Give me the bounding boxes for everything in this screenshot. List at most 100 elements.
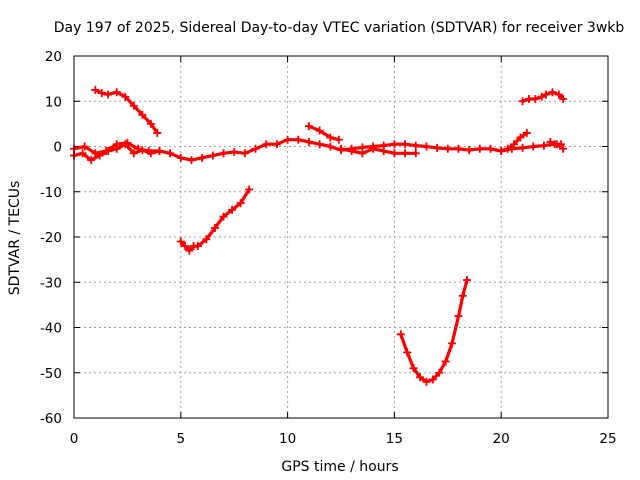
x-axis-label: GPS time / hours [281, 459, 398, 475]
data-point [369, 144, 378, 153]
y-tick-label: -50 [40, 366, 62, 382]
data-point [181, 242, 190, 251]
data-point [486, 144, 495, 153]
data-series [70, 85, 568, 386]
data-point [166, 149, 175, 158]
series-line [72, 138, 563, 162]
data-point [304, 122, 313, 131]
data-point [416, 373, 425, 382]
data-point [409, 364, 418, 373]
data-point [155, 147, 164, 156]
data-point [463, 275, 472, 284]
data-point [146, 149, 155, 158]
data-point [403, 348, 412, 357]
data-point [202, 235, 211, 244]
data-point [153, 128, 162, 137]
y-tick-label: -60 [40, 411, 62, 427]
data-point [304, 137, 313, 146]
data-point [546, 137, 555, 146]
data-point [80, 142, 89, 151]
data-point [326, 142, 335, 151]
series-arc-8 [497, 128, 531, 156]
data-point [559, 94, 568, 103]
series-arc-10 [546, 137, 568, 153]
data-point [326, 133, 335, 142]
data-point [411, 149, 420, 158]
y-tick-label: -10 [40, 185, 62, 201]
data-point [411, 141, 420, 150]
data-point [435, 368, 444, 377]
data-point [138, 110, 147, 119]
y-tick-label: -30 [40, 275, 62, 291]
data-point [390, 140, 399, 149]
data-point [104, 90, 113, 99]
data-point [251, 144, 260, 153]
data-point [441, 357, 450, 366]
data-point [294, 135, 303, 144]
data-point [379, 147, 388, 156]
x-tick-label: 0 [70, 431, 79, 447]
data-point [187, 156, 196, 165]
data-point [78, 149, 87, 158]
data-point [516, 133, 525, 142]
data-point [121, 92, 130, 101]
data-point [240, 149, 249, 158]
data-point [334, 135, 343, 144]
data-point [401, 149, 410, 158]
y-tick-label: -20 [40, 230, 62, 246]
data-point [448, 339, 457, 348]
data-point [347, 147, 356, 156]
data-point [537, 92, 546, 101]
data-point [146, 119, 155, 128]
data-point [208, 151, 217, 160]
data-point [112, 144, 121, 153]
y-tick-label: 10 [45, 94, 62, 110]
data-point [210, 223, 219, 232]
data-point [559, 144, 568, 153]
data-point [228, 205, 237, 214]
data-point [529, 142, 538, 151]
series-arc-3 [91, 85, 162, 137]
x-tick-label: 25 [599, 431, 616, 447]
series-line [179, 187, 251, 253]
x-tick-label: 10 [279, 431, 296, 447]
data-point [112, 88, 121, 97]
series-line [399, 278, 469, 384]
data-point [475, 144, 484, 153]
data-point [185, 246, 194, 255]
plot-frame [73, 55, 609, 419]
data-point [104, 147, 113, 156]
data-point [522, 128, 531, 137]
data-point [129, 101, 138, 110]
data-point [283, 135, 292, 144]
y-axis-label: SDTVAR / TECUs [7, 181, 23, 296]
data-point [539, 141, 548, 150]
data-point [422, 377, 431, 386]
data-point [97, 89, 106, 98]
data-point [422, 142, 431, 151]
data-point [87, 156, 96, 165]
series-arc-5 [304, 122, 343, 144]
data-point [315, 126, 324, 135]
data-point [390, 149, 399, 158]
data-point [503, 144, 512, 153]
data-point [193, 242, 202, 251]
data-point [262, 140, 271, 149]
data-point [454, 312, 463, 321]
axis-ticks: 0 5 10 15 20 25 -60 -50 -40 -30 -20 -10 0 10 20 [40, 49, 617, 447]
data-point [91, 149, 100, 158]
data-point [548, 88, 557, 97]
data-point [219, 149, 228, 158]
y-tick-label: -40 [40, 321, 62, 337]
series-arc-4 [176, 185, 254, 255]
data-point [518, 97, 527, 106]
data-point [396, 330, 405, 339]
data-point [465, 146, 474, 155]
data-point [428, 375, 437, 384]
series-arc-7 [396, 275, 472, 386]
data-point [91, 85, 100, 94]
data-point [518, 143, 527, 152]
data-point [454, 144, 463, 153]
x-tick-label: 5 [177, 431, 186, 447]
